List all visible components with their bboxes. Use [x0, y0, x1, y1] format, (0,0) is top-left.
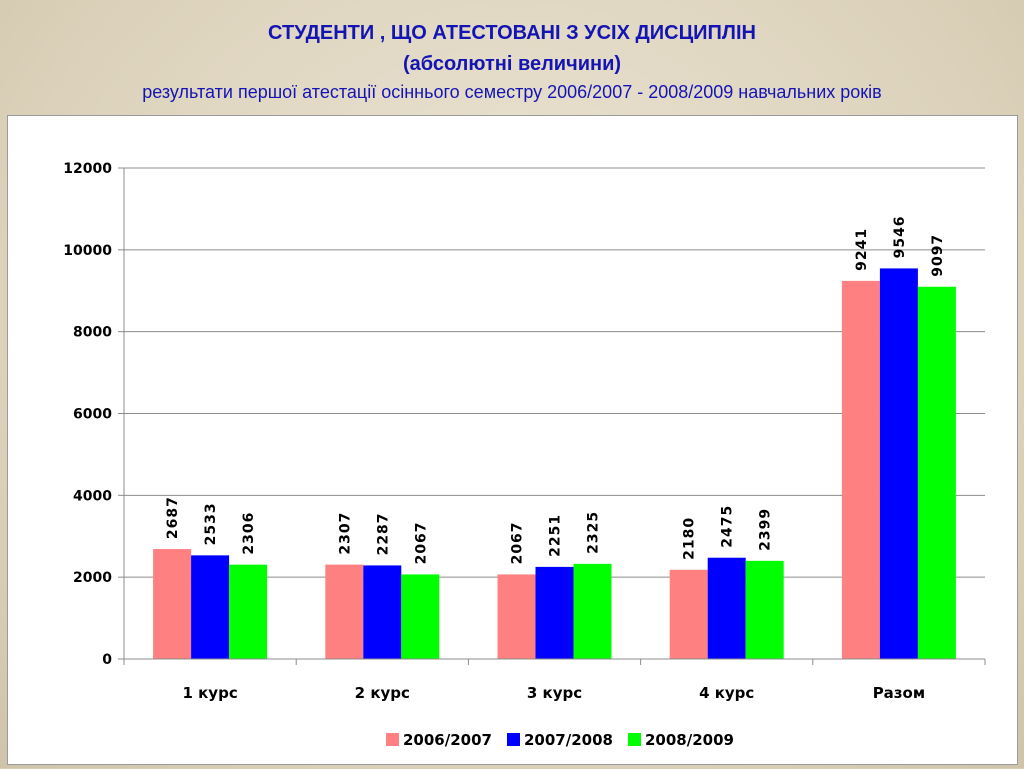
category-label: 2 курс [355, 684, 410, 702]
legend-swatch [507, 733, 520, 746]
data-label: 9241 [854, 228, 870, 271]
chart-description: результати першої атестації осіннього се… [142, 82, 882, 102]
data-label: 2687 [165, 496, 181, 539]
data-label: 2251 [548, 514, 564, 557]
y-axis: 0 2000 4000 6000 8000 10000 12000 [63, 161, 125, 668]
data-label: 2067 [413, 521, 429, 564]
legend-label: 2008/2009 [645, 731, 734, 749]
bar [229, 564, 268, 659]
data-label: 2475 [720, 505, 736, 548]
bar [707, 557, 746, 659]
bar [153, 549, 192, 659]
legend-label: 2007/2008 [524, 731, 613, 749]
bar [879, 268, 918, 659]
data-label: 2287 [375, 512, 391, 555]
bar [401, 574, 440, 659]
legend: 2006/2007 2007/2008 2008/2009 [386, 731, 734, 749]
bars [153, 268, 956, 659]
y-tick-label: 12000 [63, 161, 112, 177]
data-label: 2067 [510, 521, 526, 564]
bar [325, 564, 364, 659]
y-tick-label: 8000 [73, 325, 112, 341]
y-tick-label: 2000 [73, 570, 112, 586]
legend-swatch [628, 733, 641, 746]
y-tick-label: 10000 [63, 243, 112, 259]
data-label: 2325 [586, 511, 602, 554]
category-label: 4 курс [699, 684, 754, 702]
legend-label: 2006/2007 [403, 731, 492, 749]
data-label: 2306 [241, 512, 257, 555]
data-label: 2307 [337, 512, 353, 555]
bar [535, 566, 574, 659]
bar [841, 280, 880, 659]
legend-swatch [386, 733, 399, 746]
chart-frame: 0 2000 4000 6000 8000 10000 12000 2687 2533 2306… [7, 115, 1018, 765]
data-label: 2180 [682, 517, 698, 560]
bar [573, 563, 612, 659]
chart-title: СТУДЕНТИ , ЩО АТЕСТОВАНІ З УСІХ ДИСЦИПЛІ… [268, 22, 756, 44]
category-label: 1 курс [182, 684, 237, 702]
bar [363, 565, 402, 659]
category-label: 3 курс [527, 684, 582, 702]
bar [669, 569, 708, 659]
bar [191, 555, 230, 659]
data-labels: 2687 2533 2306 2307 2287 2067 2067 2251 2325 2180… [165, 215, 946, 564]
bar [745, 560, 784, 659]
y-tick-label: 4000 [73, 488, 112, 504]
chart-subtitle: (абсолютні величини) [402, 53, 622, 75]
y-tick-label: 0 [102, 652, 112, 668]
data-label: 2399 [758, 508, 774, 551]
data-label: 2533 [203, 502, 219, 545]
bar-chart: 0 2000 4000 6000 8000 10000 12000 2687 2533 2306… [63, 161, 986, 749]
bar [497, 574, 536, 659]
y-tick-label: 6000 [73, 407, 112, 423]
data-label: 9097 [930, 234, 946, 277]
category-label: Разом [873, 684, 925, 702]
data-label: 9546 [892, 215, 908, 258]
x-axis: 1 курс 2 курс 3 курс 4 курс Разом [123, 658, 986, 702]
bar [917, 286, 956, 659]
